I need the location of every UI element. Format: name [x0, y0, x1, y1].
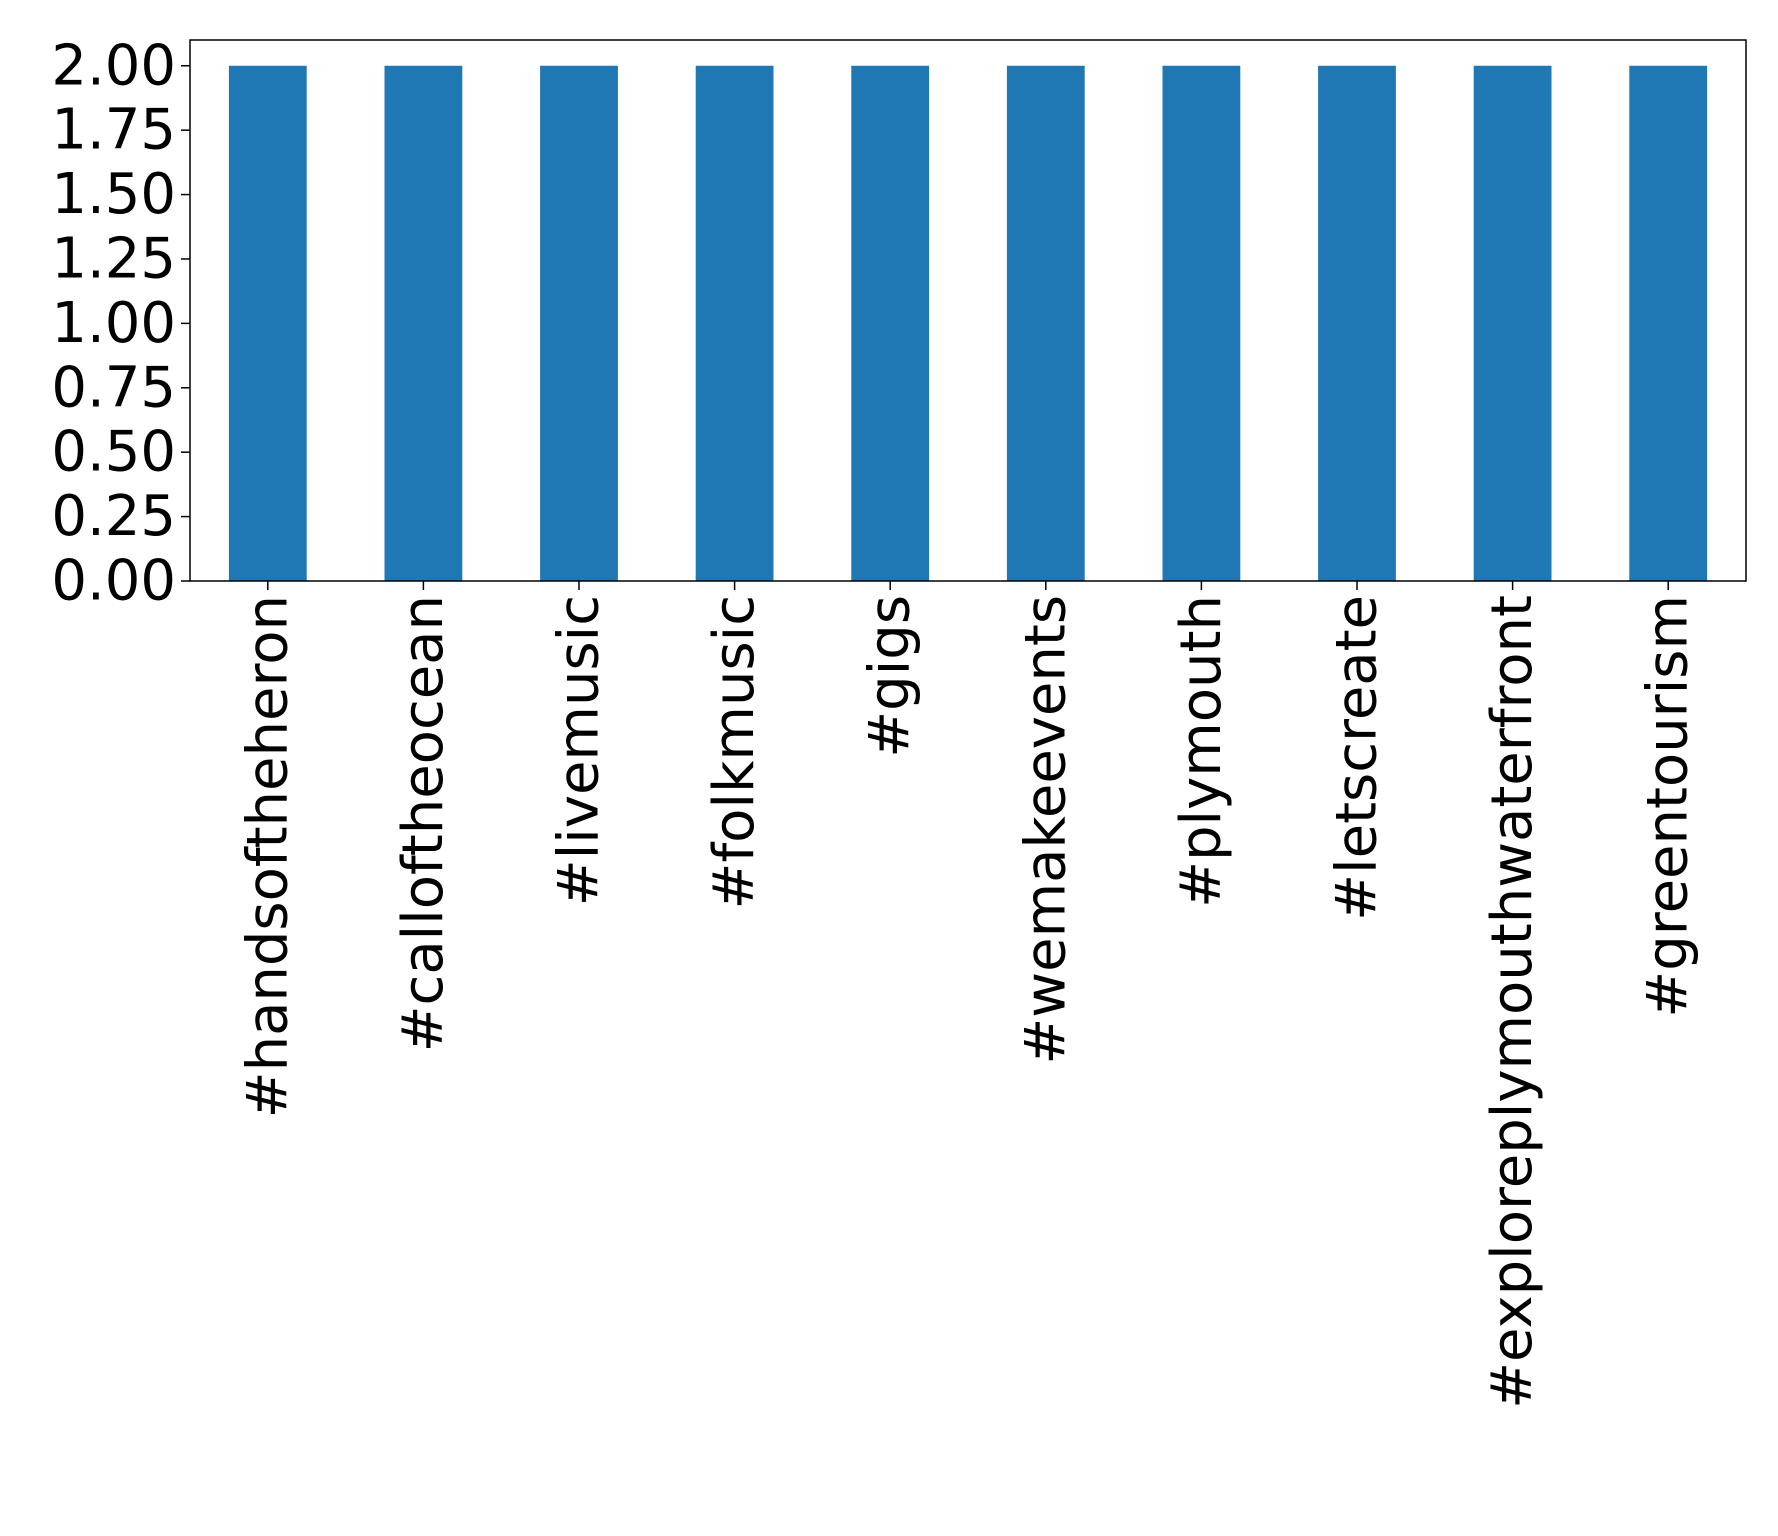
- x-axis: #handsoftheheron #calloftheocean #livemusi…: [235, 581, 1701, 1409]
- bar: [384, 65, 463, 581]
- y-tick-label: 0.50: [51, 420, 176, 485]
- x-tick-label: #gigs: [858, 595, 923, 758]
- x-tick-label: #calloftheocean: [391, 595, 456, 1052]
- bar: [1006, 65, 1085, 581]
- bar: [695, 65, 774, 581]
- bar: [1473, 65, 1552, 581]
- y-tick-label: 0.25: [51, 484, 176, 549]
- y-tick-label: 1.75: [51, 98, 176, 163]
- x-tick-label: #greentourism: [1636, 595, 1701, 1018]
- bars-group: [228, 65, 1708, 581]
- y-tick-label: 0.75: [51, 355, 176, 420]
- x-tick-label: #plymouth: [1169, 595, 1234, 908]
- bar: [1318, 65, 1396, 581]
- y-tick-label: 0.00: [51, 549, 176, 614]
- bar: [228, 65, 307, 581]
- bar: [851, 65, 930, 581]
- y-axis: 0.000.250.500.751.001.251.501.752.00: [51, 33, 190, 614]
- plot-area-frame: [189, 39, 1747, 582]
- x-tick-label: #folkmusic: [702, 595, 767, 909]
- y-tick-label: 1.50: [51, 162, 176, 227]
- y-tick-label: 1.00: [51, 291, 176, 356]
- x-tick-label: #livemusic: [547, 595, 612, 906]
- x-tick-label: #exploreplymouthwaterfront: [1480, 595, 1545, 1409]
- y-tick-label: 1.25: [51, 226, 176, 291]
- x-tick-label: #handsoftheheron: [235, 595, 300, 1118]
- x-tick-label: #wemakeevents: [1013, 595, 1078, 1065]
- bar: [1629, 65, 1708, 581]
- y-tick-label: 2.00: [51, 33, 176, 98]
- x-tick-label: #letscreate: [1325, 595, 1390, 921]
- bar: [1162, 65, 1241, 581]
- bar: [540, 65, 618, 581]
